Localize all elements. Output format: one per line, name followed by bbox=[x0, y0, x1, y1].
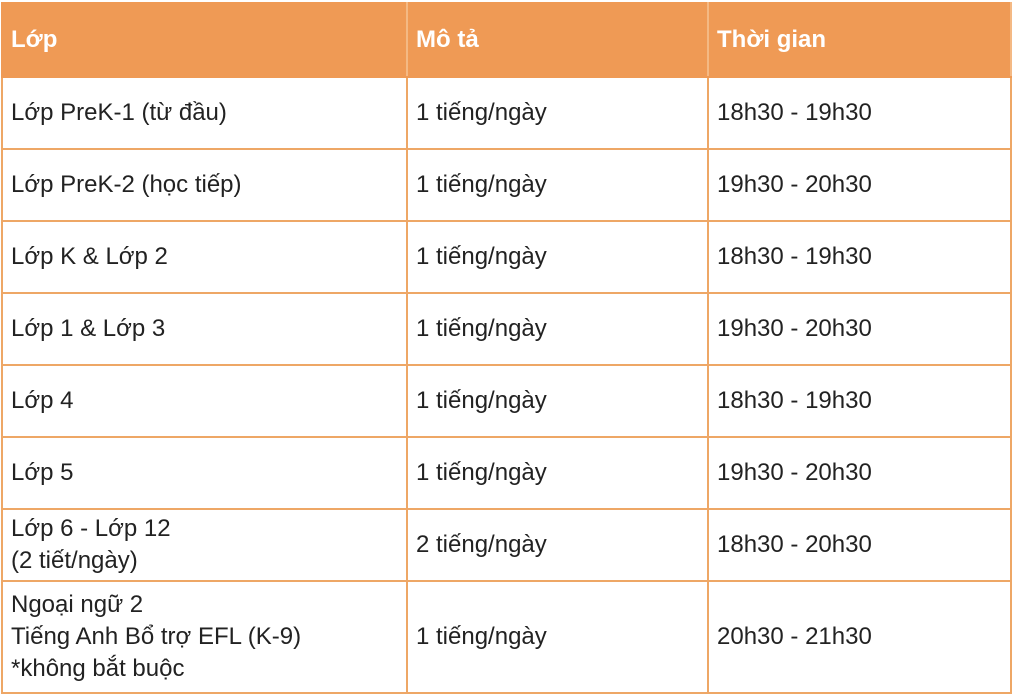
table-cell: 1 tiếng/ngày bbox=[406, 76, 709, 150]
table-cell: Lớp 6 - Lớp 12 (2 tiết/ngày) bbox=[1, 508, 408, 582]
table-cell: Lớp PreK-1 (từ đầu) bbox=[1, 76, 408, 150]
table-cell: Lớp 1 & Lớp 3 bbox=[1, 292, 408, 366]
table-body: Lớp PreK-1 (từ đầu) 1 tiếng/ngày 18h30 - 1… bbox=[1, 76, 1012, 694]
table-row: Lớp 6 - Lớp 12 (2 tiết/ngày) 2 tiếng/ngày 1… bbox=[1, 508, 1012, 582]
header-cell: Lớp bbox=[1, 2, 408, 78]
cell-line: Ngoại ngữ 2 bbox=[11, 591, 144, 618]
table-cell: 18h30 - 19h30 bbox=[707, 364, 1012, 438]
header-row: Lớp Mô tả Thời gian bbox=[1, 2, 1012, 78]
cell-line: *không bắt buộc bbox=[11, 655, 185, 682]
table-cell: 2 tiếng/ngày bbox=[406, 508, 709, 582]
table-cell: 18h30 - 19h30 bbox=[707, 76, 1012, 150]
table-cell: 1 tiếng/ngày bbox=[406, 436, 709, 510]
cell-line: Tiếng Anh Bổ trợ EFL (K-9) bbox=[11, 623, 302, 650]
table-cell: 1 tiếng/ngày bbox=[406, 580, 709, 694]
table-cell: Lớp 5 bbox=[1, 436, 408, 510]
table-cell: 19h30 - 20h30 bbox=[707, 436, 1012, 510]
table-cell: 18h30 - 20h30 bbox=[707, 508, 1012, 582]
cell-line: (2 tiết/ngày) bbox=[11, 547, 138, 574]
header-cell: Thời gian bbox=[707, 2, 1012, 78]
table-header: Lớp Mô tả Thời gian bbox=[1, 2, 1012, 78]
table-cell: 1 tiếng/ngày bbox=[406, 292, 709, 366]
table-row: Lớp PreK-1 (từ đầu) 1 tiếng/ngày 18h30 - 1… bbox=[1, 76, 1012, 150]
table-cell: Lớp PreK-2 (học tiếp) bbox=[1, 148, 408, 222]
table-cell: 20h30 - 21h30 bbox=[707, 580, 1012, 694]
header-cell: Mô tả bbox=[406, 2, 709, 78]
table-cell: 18h30 - 19h30 bbox=[707, 220, 1012, 294]
table-row: Ngoại ngữ 2 Tiếng Anh Bổ trợ EFL (K-9) *kh… bbox=[1, 580, 1012, 694]
cell-line: Lớp 6 - Lớp 12 bbox=[11, 515, 171, 542]
table-cell: 1 tiếng/ngày bbox=[406, 364, 709, 438]
table-cell: Ngoại ngữ 2 Tiếng Anh Bổ trợ EFL (K-9) *kh… bbox=[1, 580, 408, 694]
table-cell: 19h30 - 20h30 bbox=[707, 148, 1012, 222]
table-cell: Lớp K & Lớp 2 bbox=[1, 220, 408, 294]
table-cell: Lớp 4 bbox=[1, 364, 408, 438]
table-cell: 19h30 - 20h30 bbox=[707, 292, 1012, 366]
table-cell: 1 tiếng/ngày bbox=[406, 148, 709, 222]
table-row: Lớp PreK-2 (học tiếp) 1 tiếng/ngày 19h30 -… bbox=[1, 148, 1012, 222]
table-cell: 1 tiếng/ngày bbox=[406, 220, 709, 294]
